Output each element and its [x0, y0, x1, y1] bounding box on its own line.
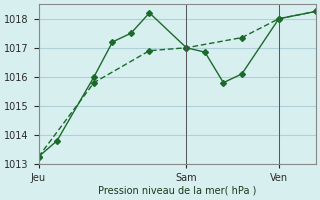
X-axis label: Pression niveau de la mer( hPa ): Pression niveau de la mer( hPa ): [98, 186, 256, 196]
